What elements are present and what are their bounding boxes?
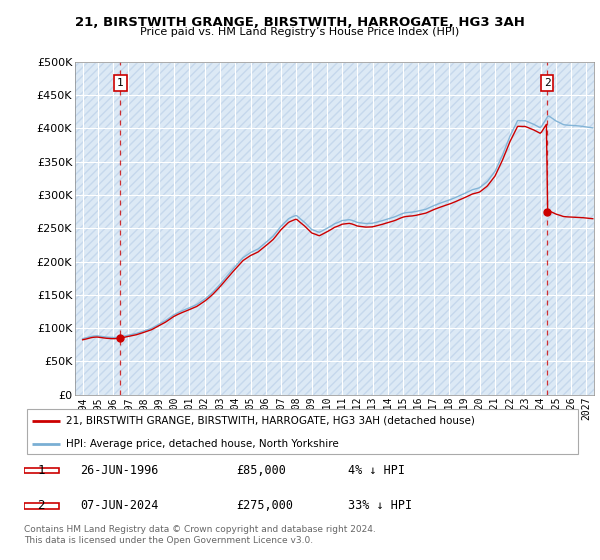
Text: 1: 1 bbox=[117, 78, 124, 88]
Text: 21, BIRSTWITH GRANGE, BIRSTWITH, HARROGATE, HG3 3AH (detached house): 21, BIRSTWITH GRANGE, BIRSTWITH, HARROGA… bbox=[66, 416, 475, 426]
Text: HPI: Average price, detached house, North Yorkshire: HPI: Average price, detached house, Nort… bbox=[66, 439, 338, 449]
Text: 4% ↓ HPI: 4% ↓ HPI bbox=[347, 464, 404, 477]
Text: Price paid vs. HM Land Registry’s House Price Index (HPI): Price paid vs. HM Land Registry’s House … bbox=[140, 27, 460, 37]
Text: £275,000: £275,000 bbox=[236, 500, 293, 512]
Text: 2: 2 bbox=[544, 78, 551, 88]
FancyBboxPatch shape bbox=[27, 409, 578, 454]
Text: 1: 1 bbox=[38, 464, 45, 477]
Text: 07-JUN-2024: 07-JUN-2024 bbox=[80, 500, 158, 512]
Text: 21, BIRSTWITH GRANGE, BIRSTWITH, HARROGATE, HG3 3AH: 21, BIRSTWITH GRANGE, BIRSTWITH, HARROGA… bbox=[75, 16, 525, 29]
FancyBboxPatch shape bbox=[24, 503, 59, 508]
Text: £85,000: £85,000 bbox=[236, 464, 286, 477]
Text: 26-JUN-1996: 26-JUN-1996 bbox=[80, 464, 158, 477]
FancyBboxPatch shape bbox=[24, 468, 59, 473]
Text: Contains HM Land Registry data © Crown copyright and database right 2024.
This d: Contains HM Land Registry data © Crown c… bbox=[24, 525, 376, 545]
Text: 33% ↓ HPI: 33% ↓ HPI bbox=[347, 500, 412, 512]
Text: 2: 2 bbox=[38, 500, 45, 512]
